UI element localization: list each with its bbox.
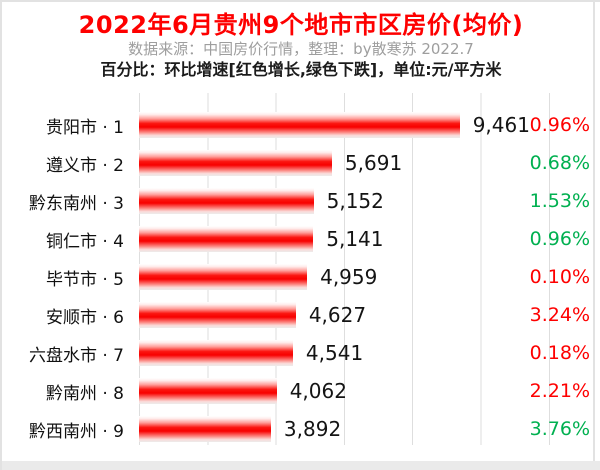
price-value: 5,691: [344, 151, 403, 175]
price-bar: [139, 302, 296, 328]
pct-change: 0.68%: [529, 152, 590, 174]
chart-subtitle: 数据来源：中国房价行情，整理：by散寒苏 2022.7: [128, 40, 474, 58]
plot-area: 3,892 3.76%: [139, 410, 600, 448]
right-border: [593, 2, 595, 461]
category-label: 铜仁市 · 4: [45, 231, 124, 252]
pct-change: 3.24%: [529, 304, 590, 326]
category-label: 六盘水市 · 7: [28, 345, 124, 366]
plot-area: 4,541 0.18%: [139, 334, 600, 372]
price-bar: [139, 112, 460, 138]
price-bar: [139, 150, 332, 176]
category-label: 安顺市 · 6: [45, 307, 124, 328]
price-value: 4,959: [320, 265, 378, 289]
price-bar-chart: 贵阳市 · 1 9,461 0.96% 遵义市 · 2 5,691 0.68% 黔东南州 ·…: [2, 93, 600, 449]
category-label: 黔东南州 · 3: [28, 193, 124, 214]
chart-rows: 贵阳市 · 1 9,461 0.96% 遵义市 · 2 5,691 0.68% 黔东南州 ·…: [2, 93, 600, 448]
chart-row: 毕节市 · 5 4,959 0.10%: [2, 258, 600, 296]
pct-change: 0.18%: [529, 342, 590, 364]
chart-row: 铜仁市 · 4 5,141 0.96%: [2, 220, 600, 258]
category-label: 毕节市 · 5: [45, 269, 124, 290]
chart-row: 贵阳市 · 1 9,461 0.96%: [2, 106, 600, 144]
bottom-strip: [2, 461, 600, 470]
plot-area: 4,062 2.21%: [139, 372, 600, 410]
pct-change: 1.53%: [529, 190, 590, 212]
price-bar: [139, 340, 293, 366]
plot-area: 5,691 0.68%: [139, 144, 600, 182]
chart-row: 安顺市 · 6 4,627 3.24%: [2, 296, 600, 334]
category-label: 遵义市 · 2: [45, 155, 124, 176]
price-bar: [139, 188, 314, 214]
category-label: 黔南州 · 8: [45, 383, 124, 404]
pct-change: 0.96%: [529, 114, 590, 136]
chart-row: 黔南州 · 8 4,062 2.21%: [2, 372, 600, 410]
pct-change: 0.10%: [529, 266, 590, 288]
price-value: 3,892: [283, 417, 342, 441]
chart-row: 黔东南州 · 3 5,152 1.53%: [2, 182, 600, 220]
plot-area: 9,461 0.96%: [139, 106, 600, 144]
price-bar: [139, 264, 308, 290]
category-label: 贵阳市 · 1: [45, 117, 124, 138]
chart-row: 黔西南州 · 9 3,892 3.76%: [2, 410, 600, 448]
chart-title: 2022年6月贵州9个地市市区房价(均价): [78, 11, 524, 39]
chart-legend-note: 百分比：环比增速[红色增长,绿色下跌]，单位:元/平方米: [100, 60, 502, 79]
plot-area: 5,141 0.96%: [139, 220, 600, 258]
price-value: 4,627: [308, 303, 367, 327]
pct-change: 0.96%: [529, 228, 590, 250]
plot-area: 5,152 1.53%: [139, 182, 600, 220]
price-value: 4,062: [289, 379, 347, 403]
price-value: 5,141: [326, 227, 384, 251]
price-bar: [139, 378, 277, 404]
price-bar: [139, 226, 314, 252]
price-value: 4,541: [305, 341, 364, 365]
pct-change: 3.76%: [529, 418, 590, 440]
plot-area: 4,959 0.10%: [139, 258, 600, 296]
chart-row: 遵义市 · 2 5,691 0.68%: [2, 144, 600, 182]
price-value: 9,461: [472, 113, 530, 137]
category-label: 黔西南州 · 9: [28, 421, 124, 442]
price-value: 5,152: [326, 189, 384, 213]
price-bar: [139, 416, 271, 442]
chart-row: 六盘水市 · 7 4,541 0.18%: [2, 334, 600, 372]
pct-change: 2.21%: [529, 380, 590, 402]
plot-area: 4,627 3.24%: [139, 296, 600, 334]
